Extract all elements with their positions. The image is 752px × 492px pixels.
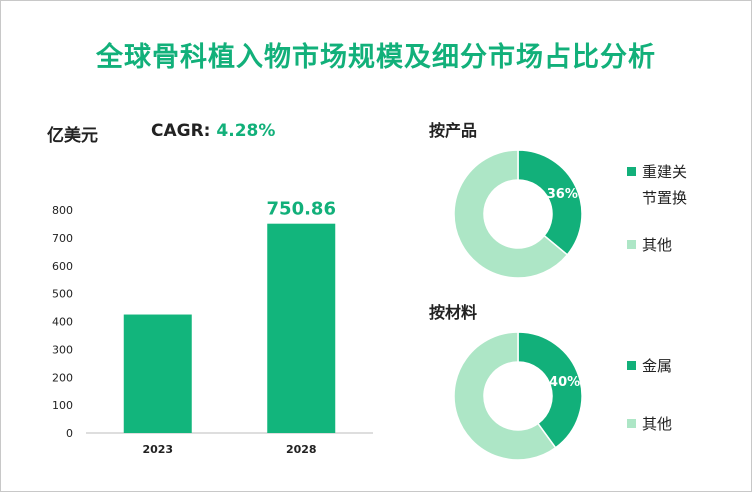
legend-item-other-product: 其他 <box>627 232 672 258</box>
y-tick-label: 100 <box>52 399 73 412</box>
donut-chart-product: 36% <box>453 149 583 279</box>
donut-slice-1 <box>453 331 557 461</box>
legend-label: 金属 <box>642 357 673 375</box>
donut-data-label: 40% <box>549 375 580 390</box>
legend-label: 重建关 <box>642 163 688 181</box>
legend-swatch <box>627 166 636 176</box>
y-tick-label: 200 <box>52 371 73 384</box>
donut-data-label: 36% <box>547 187 578 202</box>
x-tick-label: 2023 <box>142 443 173 456</box>
y-tick-label: 800 <box>52 204 73 217</box>
bar-2028 <box>267 223 336 433</box>
unit-label: 亿美元 <box>47 126 98 146</box>
cagr-label: CAGR: <box>151 121 211 141</box>
y-tick-label: 300 <box>52 343 73 356</box>
y-tick-label: 500 <box>52 288 73 301</box>
bar-2023 <box>123 314 192 433</box>
x-tick-label: 2028 <box>286 443 317 456</box>
legend-swatch <box>627 360 636 370</box>
legend-label: 其他 <box>642 236 673 254</box>
legend-item-other-material: 其他 <box>627 411 672 437</box>
legend-label: 其他 <box>642 415 673 433</box>
bar-chart: 0 100 200 300 400 500 600 700 800 2023 2028 750.86 <box>52 199 373 456</box>
y-tick-label: 0 <box>66 427 73 440</box>
y-tick-label: 600 <box>52 260 73 273</box>
legend-swatch <box>627 239 636 249</box>
donut-slice-1 <box>453 149 569 279</box>
donut-slice-0 <box>517 149 583 256</box>
page-title: 全球骨科植入物市场规模及细分市场占比分析 <box>96 42 656 73</box>
pie-title-product: 按产品 <box>429 121 478 140</box>
bar-data-label: 750.86 <box>267 199 336 220</box>
donut-slice-0 <box>517 331 583 449</box>
cagr-value: 4.28% <box>216 121 276 141</box>
cagr-text: CAGR: 4.28% <box>151 121 275 141</box>
donut-chart-material: 40% <box>453 331 583 461</box>
pie-title-material: 按材料 <box>429 303 478 322</box>
y-tick-label: 700 <box>52 232 73 245</box>
y-tick-label: 400 <box>52 316 73 329</box>
legend-item-reconstruction: 重建关 节置换 <box>627 159 687 211</box>
legend-item-metal: 金属 <box>627 353 672 379</box>
legend-swatch <box>627 418 636 428</box>
legend-label-cont: 节置换 <box>642 189 688 207</box>
